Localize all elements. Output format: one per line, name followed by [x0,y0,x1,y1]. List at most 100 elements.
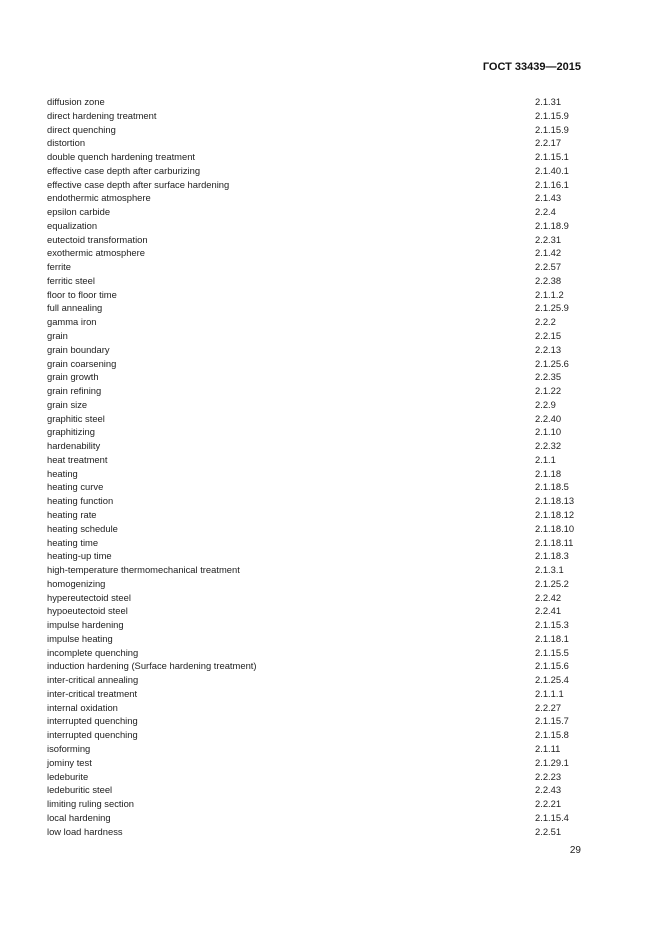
entry-term: graphitic steel [47,412,105,424]
index-entry: heating curve 2.1.18.5 [47,480,587,494]
index-entry: floor to floor time 2.1.1.2 [47,288,587,302]
index-entry: interrupted quenching 2.1.15.8 [47,728,587,742]
entry-term: ledeburitic steel [47,784,113,796]
index-entry: grain coarsening 2.1.25.6 [47,357,587,371]
entry-reference: 2.1.10 [535,426,562,438]
entry-term: direct hardening treatment [47,109,157,121]
entry-reference: 2.1.1 [535,453,556,465]
entry-reference: 2.1.18.1 [535,632,569,644]
entry-reference: 2.2.21 [535,798,562,810]
entry-term: diffusion zone [47,96,105,107]
entry-reference: 2.1.18.5 [535,481,569,493]
index-entry: eutectoid transformation 2.2.31 [47,233,587,247]
entry-term: effective case depth after carburizing [47,164,201,176]
entry-term: impulse hardening [47,619,124,631]
entry-reference: 2.1.18 [535,467,562,479]
index-entry: isoforming 2.1.11 [47,742,587,756]
entry-reference: 2.1.18.10 [535,522,575,534]
index-entry: hardenability 2.2.32 [47,439,587,453]
entry-term: induction hardening (Surface hardening t… [47,660,257,672]
index-entry: equalization 2.1.18.9 [47,219,587,233]
entry-reference: 2.1.3.1 [535,564,564,576]
entry-term: limiting ruling section [47,798,135,810]
entry-term: ferritic steel [47,274,95,286]
index-entry: epsilon carbide 2.2.4 [47,205,587,219]
entry-reference: 2.1.42 [535,247,562,259]
entry-reference: 2.2.51 [535,825,562,837]
entry-reference: 2.2.9 [535,398,556,410]
entry-term: inter-critical annealing [47,674,139,686]
entry-term: graphitizing [47,426,95,438]
entry-reference: 2.1.18.11 [535,536,574,548]
index-entry: local hardening 2.1.15.4 [47,811,587,825]
entry-reference: 2.1.25.2 [535,577,569,589]
entry-reference: 2.2.57 [535,261,562,273]
entry-reference: 2.2.42 [535,591,562,603]
entry-reference: 2.2.15 [535,330,562,342]
entry-term: hardenability [47,440,101,452]
entry-reference: 2.2.43 [535,784,562,796]
entry-reference: 2.2.4 [535,206,556,218]
entry-term: endothermic atmosphere [47,192,151,204]
index-entry: ledeburitic steel 2.2.43 [47,783,587,797]
entry-reference: 2.2.35 [535,371,562,383]
entry-reference: 2.2.31 [535,233,562,245]
page-number: 29 [569,845,581,856]
index-entry: full annealing 2.1.25.9 [47,301,587,315]
index-entry: incomplete quenching 2.1.15.5 [47,646,587,660]
index-entry: effective case depth after surface harde… [47,178,587,192]
index-entry: impulse hardening 2.1.15.3 [47,618,587,632]
entry-term: distortion [47,137,86,149]
entry-reference: 2.2.17 [535,137,562,149]
entry-term: heating time [47,536,99,548]
index-entry: hypereutectoid steel 2.2.42 [47,591,587,605]
index-entry: limiting ruling section 2.2.21 [47,797,587,811]
entry-term: jominy test [47,756,92,768]
entry-reference: 2.1.15.6 [535,660,569,672]
entry-reference: 2.1.22 [535,385,562,397]
index-entry: graphitizing 2.1.10 [47,425,587,439]
entry-reference: 2.1.15.4 [535,811,569,823]
entry-term: grain [47,330,68,342]
entry-term: heat treatment [47,453,108,465]
entry-term: gamma iron [47,316,97,328]
entry-term: epsilon carbide [47,206,111,218]
entry-term: grain coarsening [47,357,117,369]
entry-reference: 2.1.15.9 [535,123,569,135]
index-entry: ledeburite 2.2.23 [47,770,587,784]
index-entry: grain 2.2.15 [47,329,587,343]
index-entry: heating time 2.1.18.11 [47,536,587,550]
entry-reference: 2.1.15.1 [535,151,569,163]
index-entry: double quench hardening treatment 2.1.15.… [47,150,587,164]
index-entry: exothermic atmosphere 2.1.42 [47,246,587,260]
entry-reference: 2.2.2 [535,316,556,328]
entry-term: interrupted quenching [47,729,138,741]
entry-reference: 2.1.18.12 [535,508,575,520]
entry-term: heating curve [47,481,104,493]
entry-reference: 2.2.23 [535,770,562,782]
index-entry: inter-critical treatment 2.1.1.1 [47,687,587,701]
index-entry: grain size 2.2.9 [47,398,587,412]
entry-term: incomplete quenching [47,646,139,658]
index-entry: graphitic steel 2.2.40 [47,412,587,426]
entry-reference: 2.1.43 [535,192,562,204]
index-entry: ferritic steel 2.2.38 [47,274,587,288]
standard-header: ГОСТ 33439—2015 [482,61,581,73]
index-entry: induction hardening (Surface hardening t… [47,659,587,673]
entry-term: equalization [47,219,98,231]
entry-reference: 2.2.41 [535,605,562,617]
entry-term: hypereutectoid steel [47,591,131,603]
index-entry: hypoeutectoid steel 2.2.41 [47,604,587,618]
index-entry: endothermic atmosphere 2.1.43 [47,191,587,205]
entry-reference: 2.1.15.7 [535,715,569,727]
index-entry: distortion 2.2.17 [47,136,587,150]
entry-term: interrupted quenching [47,715,138,727]
entry-term: exothermic atmosphere [47,247,145,259]
entry-term: grain size [47,398,88,410]
entry-term: floor to floor time [47,288,117,300]
entry-reference: 2.2.32 [535,440,562,452]
entry-reference: 2.1.25.4 [535,674,569,686]
entry-reference: 2.1.18.3 [535,550,569,562]
entry-reference: 2.1.40.1 [535,164,569,176]
index-entry: low load hardness 2.2.51 [47,825,587,839]
